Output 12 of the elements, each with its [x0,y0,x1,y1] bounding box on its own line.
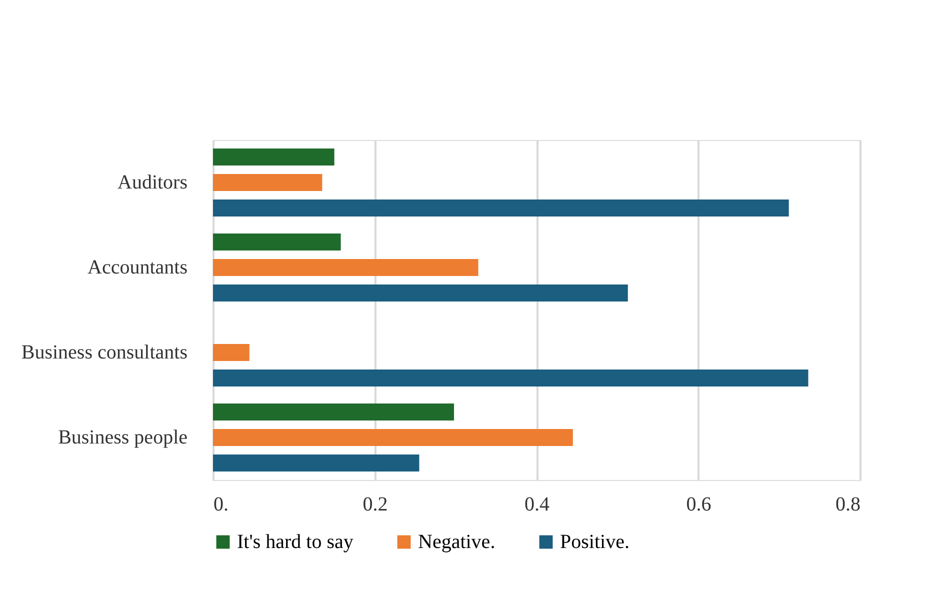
y-tick-label: Business people [58,426,188,448]
y-tick-label: Accountants [88,256,188,278]
y-tick-label: Auditors [118,172,188,194]
y-tick-label: Business consultants [21,342,188,364]
legend-label: Positive. [560,531,630,553]
x-tick-label: 0.8 [836,494,860,516]
legend-label: It's hard to say [237,531,354,553]
x-tick-label: 0.6 [686,494,712,516]
x-tick-label: 0.2 [362,494,388,516]
x-tick-label: 0. [214,494,228,516]
legend-label: Negative. [418,531,496,553]
x-tick-label: 0.4 [524,494,550,516]
